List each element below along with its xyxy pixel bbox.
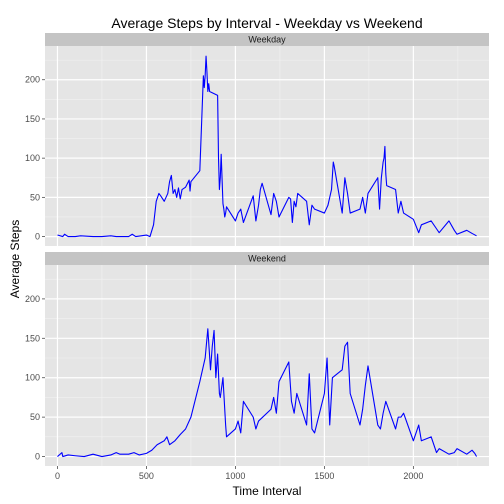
series-line-weekend bbox=[57, 328, 478, 458]
x-tick-label: 2000 bbox=[403, 471, 423, 481]
panel-weekend: Weekend 0 50 100 150 200 bbox=[25, 252, 489, 466]
chart-title: Average Steps by Interval - Weekday vs W… bbox=[111, 15, 422, 31]
x-tick-label: 500 bbox=[139, 471, 154, 481]
y-ticks-weekday: 0 50 100 150 200 bbox=[25, 75, 45, 242]
strip-label-weekday: Weekday bbox=[248, 35, 286, 45]
y-tick-label: 200 bbox=[25, 75, 40, 85]
y-tick-label: 150 bbox=[25, 333, 40, 343]
plot-area-weekday bbox=[45, 46, 489, 246]
gridlines-weekday bbox=[45, 46, 489, 246]
x-ticks: 0 500 1000 1500 2000 bbox=[55, 466, 423, 481]
series-line-weekday bbox=[57, 55, 477, 238]
strip-weekend bbox=[45, 252, 489, 265]
y-tick-label: 50 bbox=[30, 412, 40, 422]
plot-area-weekend bbox=[45, 265, 489, 466]
y-tick-label: 100 bbox=[25, 153, 40, 163]
y-tick-label: 200 bbox=[25, 294, 40, 304]
y-tick-label: 100 bbox=[25, 373, 40, 383]
x-tick-label: 0 bbox=[55, 471, 60, 481]
panel-weekday: Weekday 0 50 100 150 200 bbox=[25, 33, 489, 246]
y-tick-label: 0 bbox=[35, 452, 40, 462]
y-tick-label: 50 bbox=[30, 192, 40, 202]
y-tick-label: 150 bbox=[25, 114, 40, 124]
x-tick-label: 1000 bbox=[225, 471, 245, 481]
strip-weekday bbox=[45, 33, 489, 46]
y-ticks-weekend: 0 50 100 150 200 bbox=[25, 294, 45, 462]
x-tick-label: 1500 bbox=[314, 471, 334, 481]
y-axis-title: Average Steps bbox=[8, 220, 22, 299]
x-axis-title: Time Interval bbox=[233, 484, 302, 498]
strip-label-weekend: Weekend bbox=[248, 254, 286, 264]
y-tick-label: 0 bbox=[35, 232, 40, 242]
